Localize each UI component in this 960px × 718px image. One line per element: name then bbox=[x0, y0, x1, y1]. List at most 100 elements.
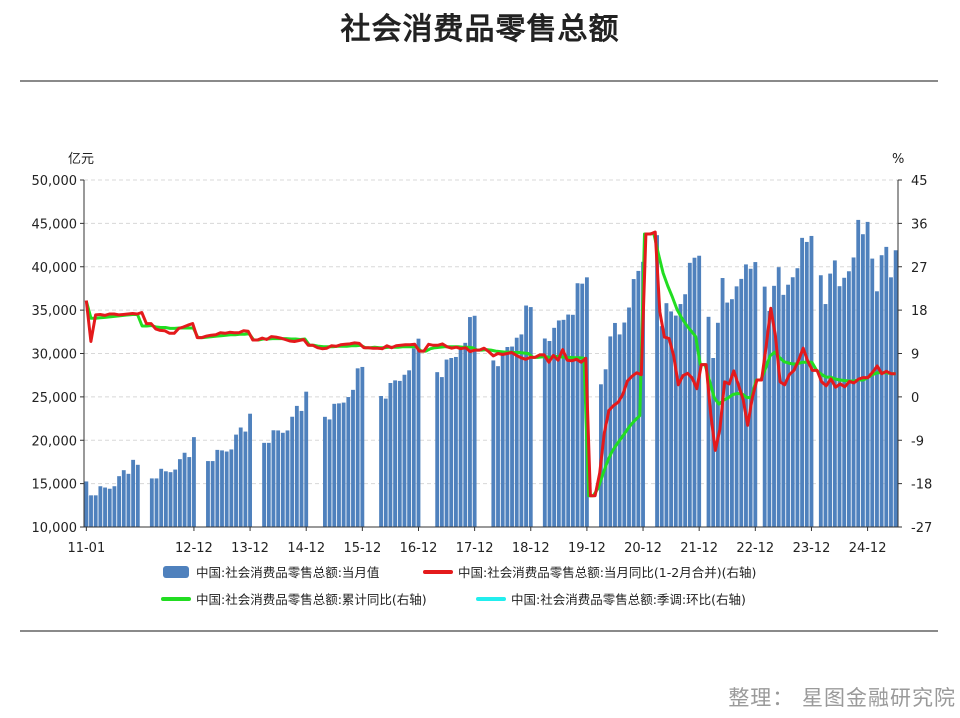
bar bbox=[383, 398, 388, 527]
bar bbox=[790, 277, 795, 527]
bar bbox=[98, 486, 103, 527]
bar bbox=[870, 258, 875, 527]
right-axis-unit: % bbox=[892, 152, 904, 167]
bar bbox=[112, 486, 117, 527]
x-tick-label: 14-12 bbox=[287, 541, 325, 556]
bar bbox=[168, 472, 173, 527]
bar bbox=[496, 366, 500, 527]
bar bbox=[879, 255, 884, 527]
x-tick-label: 17-12 bbox=[456, 541, 494, 556]
bar bbox=[290, 416, 295, 527]
bar bbox=[762, 286, 767, 527]
bar bbox=[220, 450, 224, 527]
bar bbox=[187, 457, 192, 527]
bar bbox=[823, 304, 828, 527]
right-tick-label: -9 bbox=[911, 434, 924, 449]
bar bbox=[149, 478, 154, 527]
bar bbox=[463, 342, 468, 527]
bar bbox=[631, 279, 636, 527]
bar bbox=[524, 305, 529, 527]
bar bbox=[856, 219, 861, 527]
bar bbox=[346, 397, 351, 527]
bar bbox=[323, 416, 327, 527]
bar bbox=[243, 431, 248, 527]
x-tick-label: 20-12 bbox=[624, 541, 662, 556]
bar bbox=[706, 316, 711, 527]
bar bbox=[435, 372, 440, 527]
bar bbox=[407, 370, 412, 527]
right-tick-label: 36 bbox=[911, 217, 928, 232]
bar bbox=[337, 403, 341, 527]
bar bbox=[103, 487, 107, 527]
bar bbox=[575, 283, 580, 527]
bar bbox=[547, 341, 552, 527]
bar bbox=[776, 267, 781, 527]
bar bbox=[734, 286, 739, 527]
bar bbox=[818, 275, 823, 527]
bar bbox=[224, 451, 229, 527]
bar bbox=[341, 402, 346, 527]
bar bbox=[500, 351, 505, 527]
x-tick-label: 21-12 bbox=[680, 541, 718, 556]
bar bbox=[552, 327, 557, 527]
bar bbox=[439, 377, 444, 527]
bar bbox=[556, 320, 561, 527]
left-tick-label: 10,000 bbox=[32, 521, 78, 536]
bar bbox=[294, 405, 299, 527]
bar bbox=[393, 380, 398, 527]
left-tick-label: 35,000 bbox=[32, 304, 78, 319]
bar bbox=[542, 338, 547, 527]
bar bbox=[192, 437, 196, 527]
bar bbox=[673, 315, 678, 527]
bar bbox=[280, 432, 285, 527]
bar bbox=[692, 257, 697, 527]
bar bbox=[379, 396, 383, 527]
bar bbox=[510, 346, 514, 527]
bar bbox=[519, 334, 524, 527]
bar bbox=[842, 277, 847, 527]
bar bbox=[528, 307, 533, 527]
bar bbox=[234, 434, 238, 527]
bar bbox=[355, 368, 360, 527]
bar bbox=[617, 334, 622, 527]
bar bbox=[411, 348, 416, 527]
right-tick-label: 45 bbox=[911, 174, 928, 189]
bar bbox=[809, 235, 814, 528]
bar bbox=[875, 291, 879, 527]
x-tick-label: 16-12 bbox=[400, 541, 438, 556]
bar bbox=[678, 304, 683, 527]
bar bbox=[608, 336, 613, 527]
bar bbox=[781, 294, 786, 527]
right-tick-label: 0 bbox=[911, 391, 919, 406]
bar bbox=[159, 468, 164, 527]
bar bbox=[238, 427, 243, 527]
bar bbox=[893, 250, 898, 527]
top-divider bbox=[20, 80, 938, 82]
bar bbox=[397, 380, 402, 527]
legend-label: 中国:社会消费品零售总额:季调:环比(右轴) bbox=[511, 592, 746, 607]
bar bbox=[580, 283, 585, 527]
bar bbox=[84, 495, 89, 527]
bar bbox=[800, 237, 805, 527]
left-tick-label: 40,000 bbox=[32, 261, 78, 276]
bar bbox=[753, 262, 758, 527]
bottom-divider bbox=[20, 630, 938, 632]
bar bbox=[472, 315, 477, 527]
bar bbox=[351, 389, 355, 527]
right-tick-label: -27 bbox=[911, 521, 932, 536]
bar bbox=[566, 314, 571, 527]
bar bbox=[664, 303, 669, 527]
bar bbox=[402, 374, 407, 527]
bar bbox=[715, 322, 720, 527]
bar bbox=[570, 314, 575, 527]
x-tick-label: 18-12 bbox=[512, 541, 550, 556]
page-title: 社会消费品零售总额 bbox=[340, 12, 620, 47]
bar bbox=[360, 366, 365, 527]
bar bbox=[416, 338, 421, 527]
legend-label: 中国:社会消费品零售总额:当月同比(1-2月合并)(右轴) bbox=[458, 565, 756, 580]
bar bbox=[772, 285, 776, 527]
bar bbox=[669, 311, 674, 527]
right-tick-label: 9 bbox=[911, 348, 919, 363]
bar bbox=[262, 442, 267, 527]
